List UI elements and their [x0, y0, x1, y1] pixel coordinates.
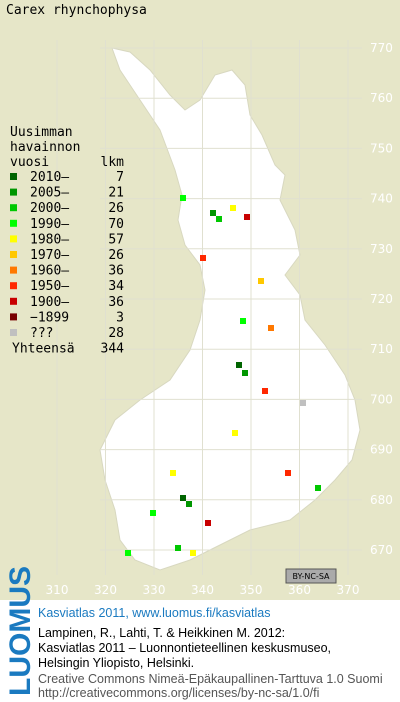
license-badge: BY-NC-SA	[285, 568, 337, 584]
northing-label: 700	[370, 392, 393, 406]
species-title: Carex rhynchophysa	[6, 3, 147, 18]
legend-label: 2005–	[30, 186, 69, 201]
observation	[190, 550, 196, 556]
legend-swatch	[10, 188, 17, 196]
observation	[315, 485, 321, 491]
observation	[244, 214, 250, 220]
legend-count: 26	[108, 248, 124, 263]
easting-label: 360	[288, 583, 311, 597]
legend-total-label: Yhteensä	[12, 342, 75, 357]
legend-swatch	[10, 313, 17, 321]
legend-label: 1960–	[30, 264, 69, 279]
footer-title: Kasviatlas 2011, www.luomus.fi/kasviatla…	[38, 606, 271, 620]
observation	[180, 495, 186, 501]
northing-label: 740	[370, 192, 393, 206]
easting-label: 370	[337, 583, 360, 597]
legend-label: 2010–	[30, 170, 69, 185]
observation	[240, 318, 246, 324]
footer-background	[0, 600, 400, 702]
legend-swatch	[10, 329, 17, 336]
legend-heading: Uusimman	[10, 125, 73, 140]
observation	[216, 216, 222, 222]
legend-swatch	[10, 219, 17, 227]
easting-label: 330	[143, 583, 166, 597]
legend-count: 21	[108, 186, 124, 201]
legend-swatch	[10, 235, 17, 243]
observation	[236, 362, 242, 368]
legend-label: 2000–	[30, 201, 69, 216]
observation	[232, 430, 238, 436]
legend-swatch	[10, 282, 17, 290]
northing-label: 750	[370, 141, 393, 155]
northing-label: 680	[370, 493, 393, 507]
observation	[210, 210, 216, 216]
legend-swatch	[10, 173, 17, 180]
legend: 2010– 7 2005– 21 2000– 26 1990– 70 1980– 57 1970– 2…	[10, 170, 124, 357]
observation	[268, 325, 274, 331]
legend-count: 28	[108, 326, 124, 341]
citation: Helsingin Yliopisto, Helsinki.	[38, 656, 194, 670]
observation	[125, 550, 131, 556]
easting-label: 320	[94, 583, 117, 597]
observation	[205, 520, 211, 526]
observation	[175, 545, 181, 551]
northing-label: 760	[370, 91, 393, 105]
northing-label: 770	[370, 41, 393, 55]
legend-count: 36	[108, 295, 124, 310]
legend-label: 1950–	[30, 279, 69, 294]
legend-swatch	[10, 266, 17, 274]
northing-label: 730	[370, 242, 393, 256]
citation: Lampinen, R., Lahti, T. & Heikkinen M. 2…	[38, 626, 285, 640]
legend-count: 36	[108, 264, 124, 279]
observation	[186, 501, 192, 507]
legend-label: −1899	[30, 310, 69, 325]
easting-label: 310	[46, 583, 69, 597]
observation	[258, 278, 264, 284]
legend-swatch	[10, 251, 17, 258]
legend-label: 1970–	[30, 248, 69, 263]
logo: LUOMUS	[4, 566, 37, 696]
legend-count: 70	[108, 217, 124, 232]
observation	[150, 510, 156, 516]
observation	[180, 195, 186, 201]
legend-count: 26	[108, 201, 124, 216]
observation	[170, 470, 176, 476]
observation	[242, 370, 248, 376]
legend-swatch	[10, 204, 17, 212]
legend-count: 3	[116, 310, 124, 325]
legend-heading: havainnon	[10, 140, 80, 155]
easting-label: 350	[240, 583, 263, 597]
observation	[300, 400, 306, 406]
northing-label: 690	[370, 443, 393, 457]
legend-label: ???	[30, 326, 53, 341]
legend-label: 1990–	[30, 217, 69, 232]
legend-count: 7	[116, 170, 124, 185]
observation	[200, 255, 206, 261]
license: http://creativecommons.org/licenses/by-n…	[38, 686, 319, 700]
observation-squares	[125, 195, 321, 556]
observation	[285, 470, 291, 476]
northing-label: 670	[370, 543, 393, 557]
legend-count: 34	[108, 279, 124, 294]
legend-label: 1980–	[30, 232, 69, 247]
legend-count: 57	[108, 232, 124, 247]
license-badge-text: BY-NC-SA	[292, 572, 330, 581]
legend-swatch	[10, 297, 17, 305]
legend-column: vuosi	[10, 155, 49, 170]
northing-label: 710	[370, 342, 393, 356]
legend-label: 1900–	[30, 295, 69, 310]
easting-label: 340	[191, 583, 214, 597]
legend-total: 344	[101, 342, 125, 357]
citation: Kasviatlas 2011 – Luonnontieteellinen ke…	[38, 641, 331, 655]
observation	[262, 388, 268, 394]
license: Creative Commons Nimeä-Epäkaupallinen-Ta…	[38, 672, 383, 686]
legend-column: lkm	[101, 155, 125, 170]
northing-label: 720	[370, 292, 393, 306]
observation	[230, 205, 236, 211]
